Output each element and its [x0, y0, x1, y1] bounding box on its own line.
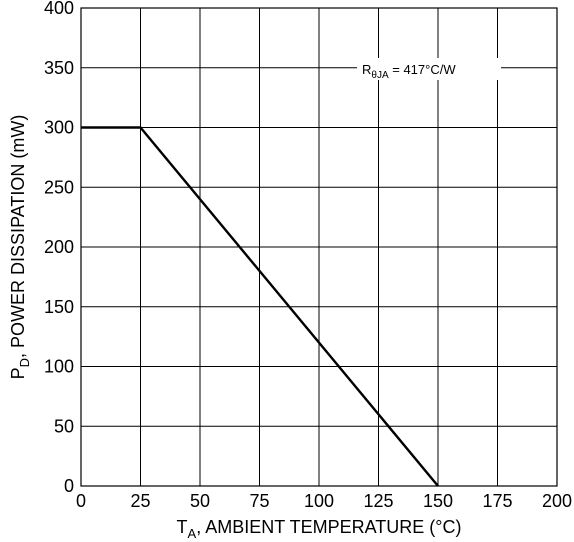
annotation-background [357, 58, 501, 80]
y-axis-label-symbol: P [8, 367, 28, 379]
y-tick-label: 250 [44, 177, 74, 197]
thermal-resistance-annotation: RθJA = 417°C/W [362, 62, 456, 81]
x-axis-label-subscript: A [188, 526, 197, 541]
annotation-symbol: R [362, 62, 371, 77]
y-tick-label: 150 [44, 297, 74, 317]
x-tick-label: 200 [542, 491, 572, 511]
x-tick-label: 25 [130, 491, 150, 511]
annotation-subscript: θJA [371, 70, 389, 81]
x-tick-label: 75 [249, 491, 269, 511]
y-tick-label: 0 [64, 476, 74, 496]
x-tick-label: 125 [363, 491, 393, 511]
y-tick-label: 350 [44, 58, 74, 78]
y-tick-label: 200 [44, 237, 74, 257]
x-tick-label: 175 [482, 491, 512, 511]
y-axis-ticks: 0 50 100 150 200 250 300 350 400 [44, 0, 74, 496]
annotation-value: = 417°C/W [389, 62, 457, 77]
y-axis-label-subscript: D [17, 358, 32, 367]
y-tick-label: 300 [44, 118, 74, 138]
y-tick-label: 50 [54, 416, 74, 436]
x-tick-label: 0 [76, 491, 86, 511]
derating-curve [81, 126, 439, 487]
x-axis-label: TA, AMBIENT TEMPERATURE (°C) [177, 517, 462, 541]
y-axis-label-text: , POWER DISSIPATION (mW) [8, 115, 28, 358]
x-axis-label-text: , AMBIENT TEMPERATURE (°C) [196, 517, 461, 537]
plot-frame [80, 7, 558, 487]
y-axis-label: PD, POWER DISSIPATION (mW) [8, 115, 32, 380]
x-tick-label: 150 [423, 491, 453, 511]
x-axis-label-symbol: T [177, 517, 188, 537]
x-axis-ticks: 0 25 50 75 100 125 150 175 200 [76, 491, 572, 511]
y-tick-label: 400 [44, 0, 74, 18]
y-tick-label: 100 [44, 357, 74, 377]
x-tick-label: 100 [304, 491, 334, 511]
x-tick-label: 50 [190, 491, 210, 511]
